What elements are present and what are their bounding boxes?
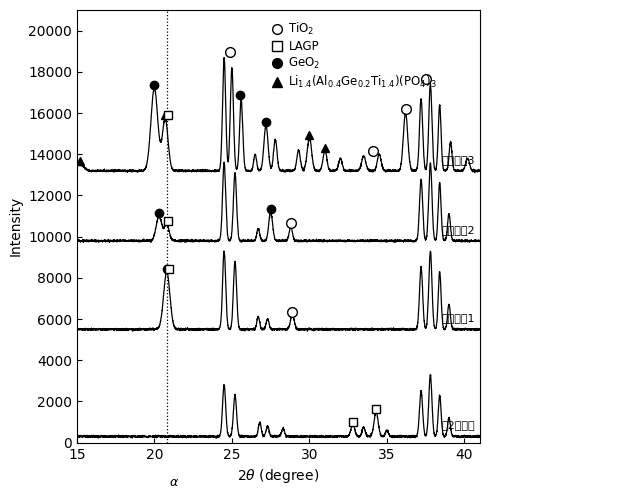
Text: サンプル2: サンプル2 (441, 225, 475, 234)
Text: サンプル1: サンプル1 (441, 313, 475, 323)
Y-axis label: Intensity: Intensity (8, 196, 22, 257)
Text: $\alpha$: $\alpha$ (169, 476, 179, 488)
Text: 第2参考例: 第2参考例 (441, 421, 475, 430)
Text: サンプル3: サンプル3 (441, 154, 475, 164)
X-axis label: 2$\theta$ (degree): 2$\theta$ (degree) (237, 467, 319, 485)
Legend: TiO$_2$, LAGP, GeO$_2$, Li$_{1.4}$(Al$_{0.4}$Ge$_{0.2}$Ti$_{1.4}$)(PO$_4$)$_3$: TiO$_2$, LAGP, GeO$_2$, Li$_{1.4}$(Al$_{… (265, 16, 442, 95)
